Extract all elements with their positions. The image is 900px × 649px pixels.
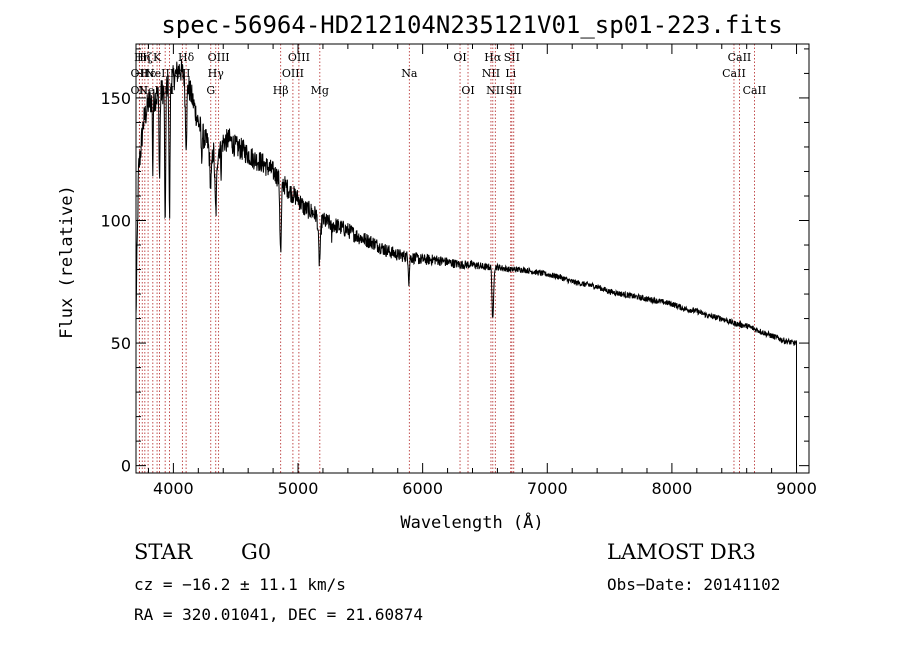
redshift-text: cz = −16.2 ± 11.1 km/s [134, 575, 346, 594]
line-marker-label: OII [131, 84, 149, 97]
line-marker-label: Na [401, 67, 418, 80]
line-marker-label: CaII [728, 51, 752, 64]
line-marker-label: OIII [288, 51, 310, 64]
line-marker-label: Hη [134, 51, 150, 64]
x-tick-label: 4000 [153, 479, 194, 498]
line-marker-label: OI [453, 51, 466, 64]
line-marker-label: Hζ [137, 51, 153, 64]
line-marker-label: SII [504, 51, 520, 64]
line-marker-label: CaII [743, 84, 767, 97]
line-marker-label: NII [482, 67, 500, 80]
y-axis-label: Flux (relative) [57, 185, 77, 339]
x-tick-label: 5000 [278, 479, 319, 498]
line-marker-label: Hδ [178, 51, 195, 64]
line-marker-label: Hα [484, 51, 502, 64]
x-tick-label: 6000 [402, 479, 443, 498]
line-marker-label: Li [505, 67, 516, 80]
x-axis-label: Wavelength (Å) [400, 511, 543, 533]
line-marker-label: G [206, 84, 215, 97]
line-marker-label: OIII [282, 67, 304, 80]
x-tick-label: 7000 [527, 479, 568, 498]
spectrum-line [135, 58, 797, 466]
line-marker-label: Hγ [208, 67, 225, 80]
line-marker-label: H [165, 84, 175, 97]
y-tick-label: 50 [111, 334, 131, 353]
line-marker-label: SII [506, 84, 522, 97]
survey-name: LAMOST DR3 [607, 540, 756, 564]
line-marker-label: Mg [311, 84, 329, 97]
axis-ticks: 4000 5000 6000 7000 8000 9000 0 50 100 150 [100, 44, 817, 498]
obs-date: Obs−Date: 20141102 [607, 575, 780, 594]
line-marker-label: NeIII [138, 84, 167, 97]
y-tick-label: 100 [100, 212, 131, 231]
line-marker-label: NII [486, 84, 504, 97]
line-marker-label: OIII [208, 51, 230, 64]
y-tick-label: 150 [100, 89, 131, 108]
x-tick-label: 9000 [776, 479, 817, 498]
x-tick-label: 8000 [652, 479, 693, 498]
chart-title: spec-56964-HD212104N235121V01_sp01-223.f… [161, 11, 782, 39]
line-marker-label: CaII [722, 67, 746, 80]
y-tick-label: 0 [121, 457, 131, 476]
line-marker-label: K [153, 51, 162, 64]
object-class: STAR [134, 540, 193, 564]
line-marker-label: Hβ [273, 84, 289, 97]
line-marker-label: OI [461, 84, 474, 97]
coordinates: RA = 320.01041, DEC = 21.60874 [134, 605, 423, 624]
line-marker-label: Hε [140, 67, 156, 80]
line-markers: OIIOIIHηHζHεNeIIIKNeIIIHSIIHδGHγOIIIHβOI… [131, 44, 767, 473]
plot-frame [135, 43, 810, 474]
spectral-subclass: G0 [241, 540, 271, 564]
